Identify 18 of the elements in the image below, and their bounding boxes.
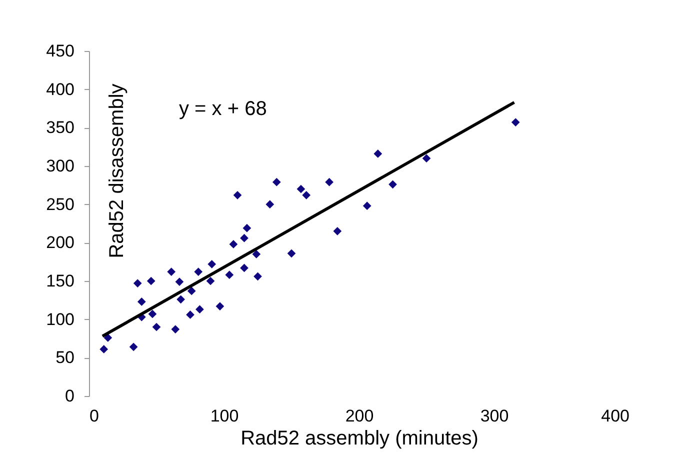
x-axis-title: Rad52 assembly (minutes) [240, 428, 478, 450]
y-axis-title: Rad52 disassembly [106, 84, 128, 258]
y-tick-label: 350 [46, 118, 74, 138]
x-tick-label: 100 [210, 406, 239, 426]
y-tick-label: 300 [46, 156, 74, 176]
y-tick-label: 200 [46, 233, 74, 252]
y-tick-label: 0 [65, 386, 74, 406]
annotation: y = x + 68 [179, 98, 267, 120]
x-tick-label: 400 [601, 406, 630, 426]
x-tick-label: 300 [480, 406, 509, 426]
x-tick-label: 0 [90, 406, 99, 426]
x-tick-label: 200 [345, 406, 374, 426]
y-tick-label: 50 [56, 348, 74, 368]
y-tick-label: 250 [46, 194, 74, 214]
y-tick-label: 400 [46, 80, 74, 99]
y-tick-label: 150 [46, 272, 74, 290]
y-tick-label: 450 [46, 42, 74, 60]
y-tick-label: 100 [46, 310, 74, 329]
